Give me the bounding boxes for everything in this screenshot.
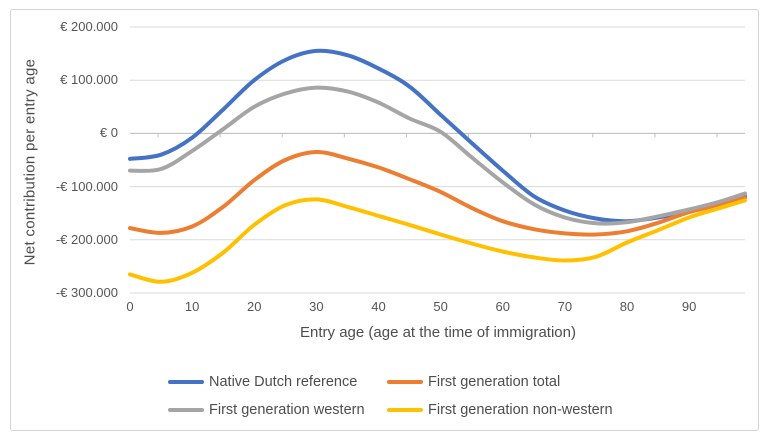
x-tick-label: 10	[184, 299, 200, 314]
legend-item-first-generation-non-western: First generation non-western	[387, 401, 613, 419]
legend-line-swatch	[387, 407, 423, 413]
series-line-first-generation-western	[128, 85, 747, 226]
y-tick-label: -€ 200.000	[55, 231, 118, 247]
series-line-first-generation-non-western	[128, 197, 747, 284]
x-axis-title: Entry age (age at the time of immigratio…	[300, 324, 576, 341]
legend-label: First generation total	[428, 374, 561, 390]
legend-item-native-dutch-reference: Native Dutch reference	[168, 373, 357, 391]
y-tick-label: -€ 100.000	[55, 178, 118, 194]
legend-item-first-generation-total: First generation total	[387, 373, 560, 391]
x-tick-label: 40	[371, 299, 386, 314]
legend-item-first-generation-western: First generation western	[168, 401, 365, 419]
x-tick-label: 80	[619, 299, 635, 314]
legend-label: Native Dutch reference	[209, 374, 358, 390]
y-tick-label: -€ 300.000	[55, 285, 118, 300]
legend-line-swatch	[168, 407, 204, 413]
legend-line-swatch	[387, 379, 423, 385]
x-tick-label: 50	[433, 299, 448, 314]
legend-line-swatch	[168, 379, 204, 385]
x-tick-label: 60	[495, 299, 510, 314]
x-tick-label: 0	[126, 299, 134, 314]
x-tick-label: 70	[557, 299, 573, 314]
legend-label: First generation western	[209, 402, 365, 418]
legend-label: First generation non-western	[428, 402, 613, 418]
x-tick-label: 90	[681, 299, 697, 314]
y-tick-label: € 100.000	[60, 72, 118, 88]
series-line-first-generation-total	[128, 149, 747, 237]
x-tick-label: 30	[309, 299, 324, 314]
x-tick-label: 20	[247, 299, 262, 314]
y-tick-label: € 0	[99, 125, 118, 141]
series-line-native-dutch-reference	[128, 48, 747, 224]
y-tick-label: € 200.000	[60, 19, 118, 34]
